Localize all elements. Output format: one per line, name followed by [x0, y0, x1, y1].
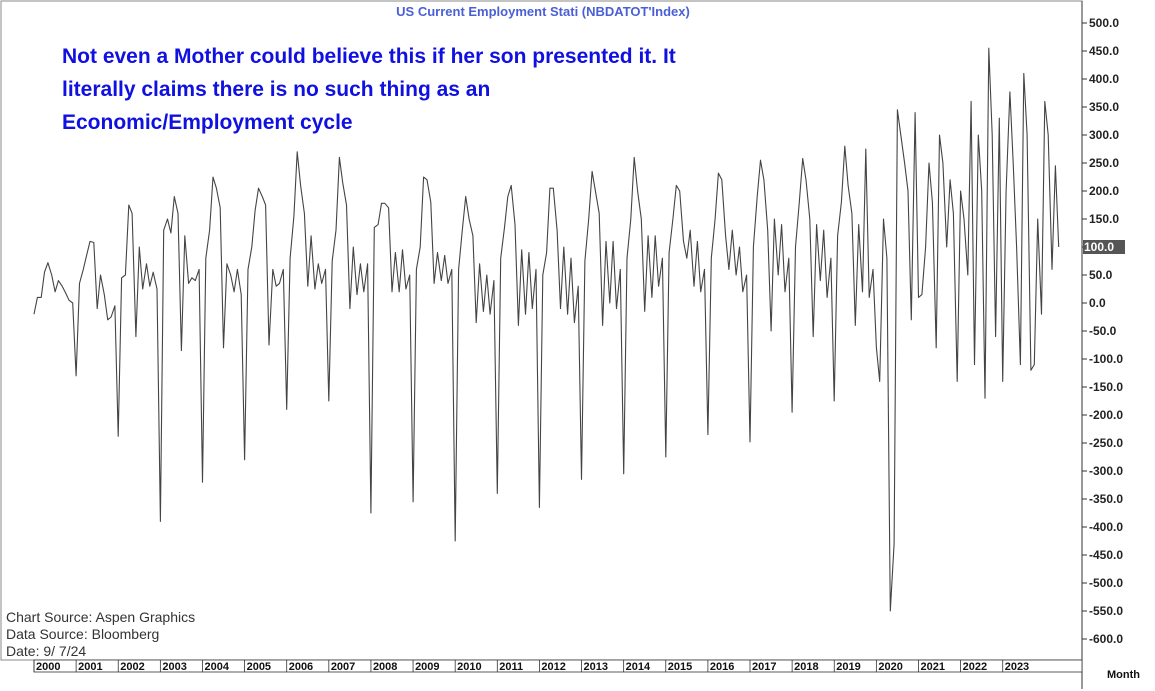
- x-tick-label: 2013: [584, 661, 608, 673]
- x-tick-label: 2018: [794, 661, 818, 673]
- x-tick-label: 2012: [541, 661, 565, 673]
- y-tick-label: -200.0: [1089, 408, 1123, 422]
- annotation-line-1: Not even a Mother could believe this if …: [62, 45, 676, 68]
- source-block: Chart Source: Aspen Graphics Data Source…: [6, 609, 195, 659]
- x-tick-label: 2001: [78, 661, 102, 673]
- x-tick-label: 2004: [204, 661, 229, 673]
- y-tick-label: -50.0: [1089, 324, 1117, 338]
- x-tick-label: 2017: [752, 661, 776, 673]
- x-tick-label: 2009: [415, 661, 439, 673]
- x-unit-label: Month: [1107, 669, 1140, 681]
- x-tick-label: 2005: [247, 661, 271, 673]
- y-tick-label: 150.0: [1089, 212, 1119, 226]
- y-tick-label: -300.0: [1089, 464, 1123, 478]
- x-tick-label: 2016: [710, 661, 734, 673]
- annotation-text: Not even a Mother could believe this if …: [62, 40, 782, 139]
- chart-source-line: Chart Source: Aspen Graphics: [6, 609, 195, 625]
- data-source-line: Data Source: Bloomberg: [6, 626, 159, 642]
- annotation-line-3: Economic/Employment cycle: [62, 111, 353, 134]
- x-tick-label: 2015: [668, 661, 692, 673]
- last-value-label: 100.0: [1084, 240, 1114, 254]
- y-tick-label: 350.0: [1089, 100, 1119, 114]
- y-tick-label: 400.0: [1089, 72, 1119, 86]
- series-line-group: [33, 47, 1060, 612]
- x-tick-label: 2002: [120, 661, 144, 673]
- y-axis: 500.0 450.0 400.0 350.0 300.0 250.0 200.0 150.0…: [1082, 16, 1123, 646]
- date-line: Date: 9/ 7/24: [6, 643, 86, 659]
- y-tick-label: 200.0: [1089, 184, 1119, 198]
- x-tick-label: 2003: [162, 661, 186, 673]
- last-value-badge: [1083, 240, 1125, 254]
- y-tick-label: 50.0: [1089, 268, 1113, 282]
- x-tick-label: 2000: [36, 661, 60, 673]
- y-tick-label: 0.0: [1089, 296, 1106, 310]
- x-tick-label: 2007: [331, 661, 355, 673]
- annotation-line-2: literally claims there is no such thing …: [62, 78, 491, 101]
- last-value-marker: 100.0: [1083, 240, 1125, 254]
- y-tick-label: -400.0: [1089, 520, 1123, 534]
- chart-title: US Current Employment Stati (NBDATOT'Ind…: [396, 4, 690, 19]
- x-tick-label: 2021: [920, 661, 944, 673]
- y-axis-panel: [1082, 1, 1154, 690]
- y-tick-label: 250.0: [1089, 156, 1119, 170]
- y-tick-label: 500.0: [1089, 16, 1119, 30]
- series-line: [33, 47, 1060, 612]
- x-tick-label: 2008: [373, 661, 397, 673]
- y-tick-label: -600.0: [1089, 632, 1123, 646]
- x-tick-label: 2022: [963, 661, 987, 673]
- x-tick-label: 2006: [289, 661, 313, 673]
- y-tick-label: 300.0: [1089, 128, 1119, 142]
- x-tick-label: 2011: [499, 661, 523, 673]
- y-tick-label: -100.0: [1089, 352, 1123, 366]
- y-tick-label: -450.0: [1089, 548, 1123, 562]
- y-tick-label: 450.0: [1089, 44, 1119, 58]
- x-tick-label: 2014: [626, 661, 651, 673]
- x-tick-label: 2019: [836, 661, 860, 673]
- y-tick-label: -250.0: [1089, 436, 1123, 450]
- x-axis: 2000 2001 2002 2003 2004 2005 2006 2007 2008 2009…: [33, 660, 1029, 673]
- y-tick-label: -550.0: [1089, 604, 1123, 618]
- x-tick-label: 2023: [1005, 661, 1029, 673]
- y-tick-label: -150.0: [1089, 380, 1123, 394]
- x-tick-label: 2020: [878, 661, 902, 673]
- y-tick-label: -500.0: [1089, 576, 1123, 590]
- x-tick-label: 2010: [457, 661, 481, 673]
- y-tick-label: -350.0: [1089, 492, 1123, 506]
